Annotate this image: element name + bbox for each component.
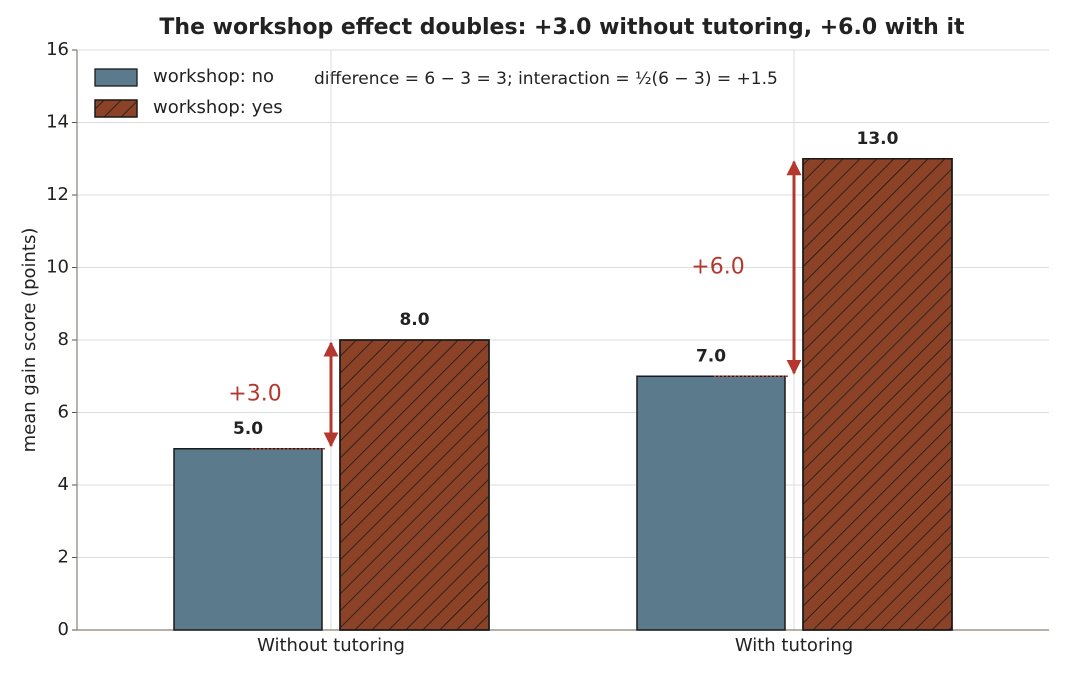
difference-label: +3.0 <box>228 381 281 406</box>
legend-swatch <box>94 68 138 87</box>
value-label: 7.0 <box>696 346 726 366</box>
y-tick-label: 8 <box>58 329 69 350</box>
x-tick-label: With tutoring <box>735 635 853 656</box>
bar <box>636 375 786 631</box>
legend-label: workshop: yes <box>153 97 283 118</box>
bar-hatch <box>339 339 490 631</box>
bar <box>173 448 323 631</box>
value-label: 8.0 <box>399 310 429 330</box>
value-label: 13.0 <box>857 129 899 149</box>
y-tick-label: 10 <box>46 257 69 278</box>
y-tick-label: 0 <box>58 619 69 640</box>
y-tick-label: 14 <box>46 112 69 133</box>
y-tick-label: 12 <box>46 184 69 205</box>
legend-label: workshop: no <box>153 66 274 87</box>
legend-swatch-hatch <box>94 99 138 118</box>
x-tick-label: Without tutoring <box>257 635 405 656</box>
y-axis-label: mean gain score (points) <box>19 228 40 453</box>
formula: difference = 6 − 3 = 3; interaction = ½(… <box>314 69 778 89</box>
value-label: 5.0 <box>233 419 263 439</box>
y-tick-label: 6 <box>58 402 69 423</box>
bar-hatch <box>802 158 953 631</box>
y-tick-label: 2 <box>58 547 69 568</box>
y-tick-label: 4 <box>58 474 69 495</box>
difference-label: +6.0 <box>691 255 744 280</box>
chart-title: The workshop effect doubles: +3.0 withou… <box>159 15 965 40</box>
y-tick-label: 16 <box>46 39 69 60</box>
